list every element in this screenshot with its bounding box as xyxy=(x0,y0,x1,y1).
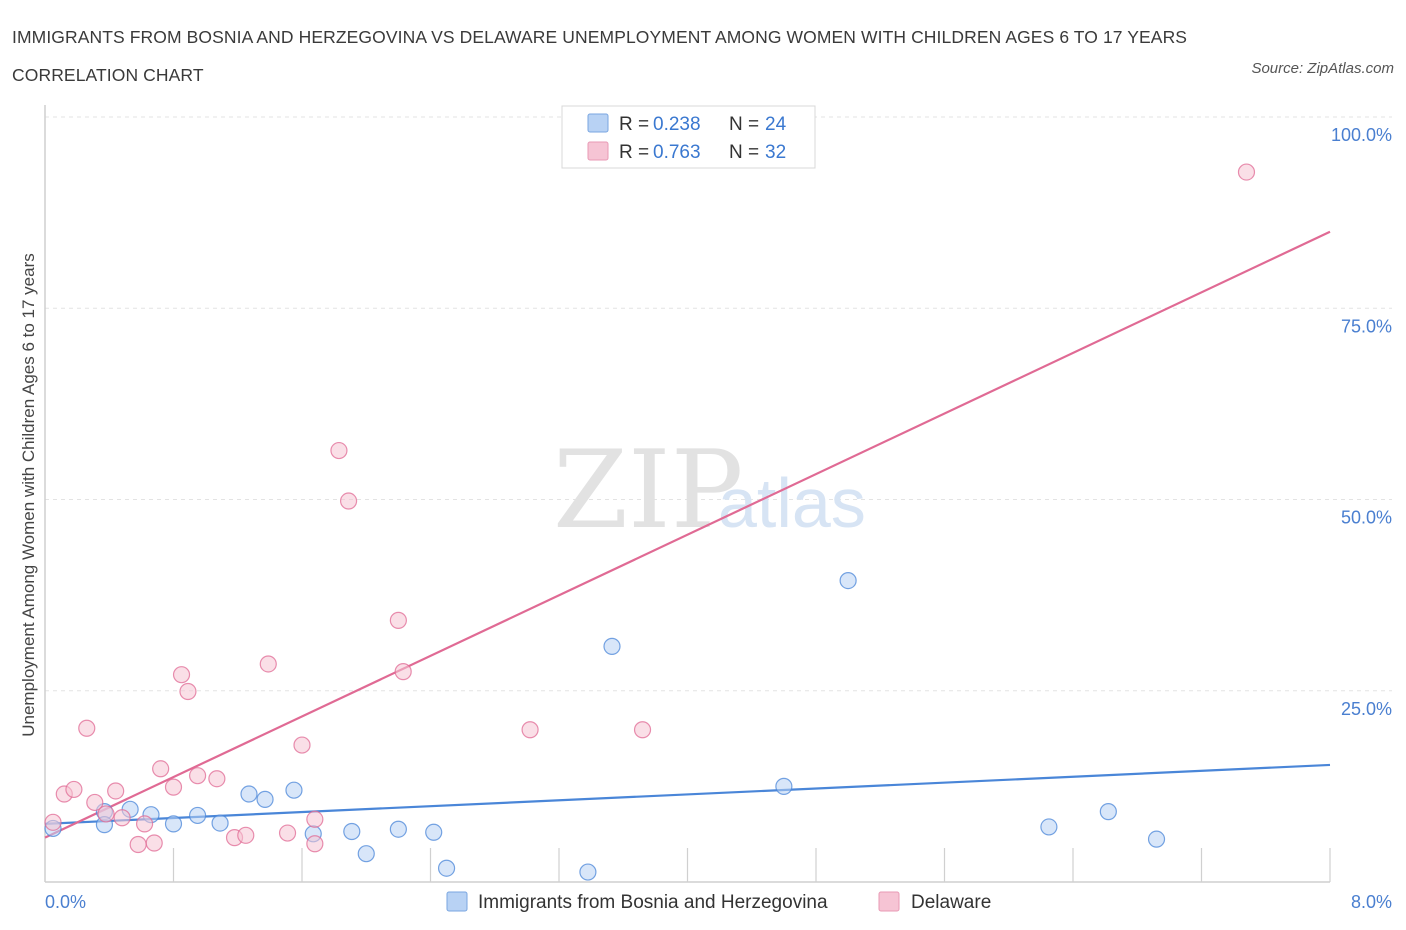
legend-top-swatch-pink xyxy=(587,141,609,161)
point-delaware xyxy=(633,721,652,739)
legend-label-bosnia: Immigrants from Bosnia and Herzegovina xyxy=(478,892,828,913)
point-delaware xyxy=(259,655,277,673)
point-bosnia xyxy=(164,815,183,833)
legend-swatch-bosnia xyxy=(446,891,468,912)
point-bosnia xyxy=(256,790,274,808)
trend-lines xyxy=(44,230,1331,839)
point-delaware xyxy=(135,815,154,833)
y-tick-label: 75.0% xyxy=(1341,316,1392,336)
x-tick-labels: 0.0% 8.0% xyxy=(45,892,1392,912)
point-delaware xyxy=(65,780,83,799)
x-tick-label-max: 8.0% xyxy=(1351,892,1392,912)
source-label: Source: ZipAtlas.com xyxy=(1251,60,1394,77)
watermark-atlas: atlas xyxy=(718,464,866,542)
point-delaware xyxy=(152,760,170,778)
point-delaware xyxy=(164,778,183,796)
point-bosnia xyxy=(1040,818,1058,836)
point-delaware xyxy=(330,441,348,460)
legend-n-value-1: 24 xyxy=(765,114,787,135)
point-delaware xyxy=(179,682,197,701)
point-delaware xyxy=(521,721,539,739)
point-delaware xyxy=(172,666,191,684)
point-bosnia xyxy=(579,863,597,881)
legend-n-label-2: N = xyxy=(729,142,759,163)
legend-swatch-delaware xyxy=(878,891,900,912)
point-bosnia xyxy=(240,785,258,803)
legend-bottom: Immigrants from Bosnia and Herzegovina D… xyxy=(446,891,991,913)
point-delaware xyxy=(389,611,407,629)
point-delaware xyxy=(113,809,131,827)
point-bosnia xyxy=(775,777,793,795)
point-delaware xyxy=(394,663,412,681)
point-delaware xyxy=(306,810,324,828)
legend-n-label-1: N = xyxy=(729,114,759,135)
point-delaware xyxy=(278,824,297,842)
point-delaware xyxy=(1237,163,1256,181)
legend-r-label-1: R = xyxy=(619,114,649,135)
point-delaware xyxy=(237,826,255,844)
y-tick-label: 50.0% xyxy=(1341,508,1392,528)
point-delaware xyxy=(97,805,115,823)
point-bosnia xyxy=(1147,830,1166,848)
chart-title: IMMIGRANTS FROM BOSNIA AND HERZEGOVINA V… xyxy=(12,27,1188,85)
watermark: ZIP atlas xyxy=(553,428,866,553)
legend-top-swatch-blue xyxy=(587,113,609,133)
point-bosnia xyxy=(389,820,407,838)
point-delaware xyxy=(86,793,104,812)
legend-r-value-1: 0.238 xyxy=(653,114,701,135)
x-tick-label-min: 0.0% xyxy=(45,892,86,912)
watermark-zip: ZIP xyxy=(553,428,743,553)
legend-r-value-2: 0.763 xyxy=(653,142,701,163)
point-delaware xyxy=(339,492,358,510)
legend-top: R = 0.238 N = 24 R = 0.763 N = 32 xyxy=(561,105,816,169)
point-bosnia xyxy=(839,571,857,590)
point-bosnia xyxy=(211,814,229,832)
y-tick-label: 25.0% xyxy=(1341,699,1392,719)
point-bosnia xyxy=(357,845,375,863)
point-delaware xyxy=(44,813,62,831)
axes xyxy=(44,105,1330,883)
y-axis-label: Unemployment Among Women with Children A… xyxy=(19,253,38,737)
point-delaware xyxy=(306,835,324,853)
point-bosnia xyxy=(1099,803,1117,821)
point-bosnia xyxy=(188,806,207,825)
point-delaware xyxy=(188,767,207,785)
point-delaware xyxy=(129,835,147,854)
trend-line-delaware xyxy=(44,230,1331,839)
point-bosnia xyxy=(425,823,443,841)
point-bosnia xyxy=(437,859,456,877)
point-delaware xyxy=(293,736,311,754)
y-tick-labels: 25.0% 50.0% 75.0% 100.0% xyxy=(1331,125,1392,719)
point-bosnia xyxy=(603,637,621,655)
point-delaware xyxy=(208,770,226,788)
legend-n-value-2: 32 xyxy=(765,142,786,163)
point-delaware xyxy=(78,719,96,737)
point-delaware xyxy=(145,834,163,852)
point-delaware xyxy=(107,782,125,800)
legend-label-delaware: Delaware xyxy=(911,892,991,913)
data-points xyxy=(44,163,1256,881)
y-tick-label: 100.0% xyxy=(1331,125,1392,145)
trend-line-bosnia xyxy=(44,763,1331,825)
point-bosnia xyxy=(285,781,303,799)
point-bosnia xyxy=(343,822,361,841)
legend-r-label-2: R = xyxy=(619,142,649,163)
